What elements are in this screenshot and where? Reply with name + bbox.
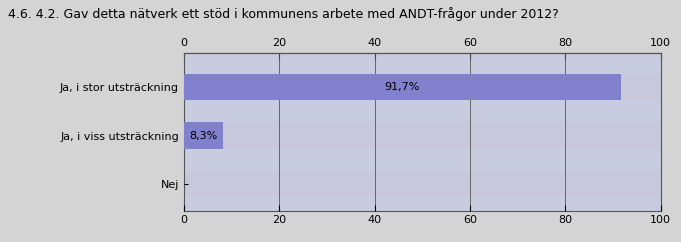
Bar [184,122,661,149]
Bar [184,74,621,100]
Text: 91,7%: 91,7% [385,82,420,92]
Text: 4.6. 4.2. Gav detta nätverk ett stöd i kommunens arbete med ANDT-frågor under 20: 4.6. 4.2. Gav detta nätverk ett stöd i k… [8,7,559,21]
Bar [184,171,661,197]
Bar [184,74,661,100]
Text: 8,3%: 8,3% [189,130,218,141]
Bar [184,122,223,149]
